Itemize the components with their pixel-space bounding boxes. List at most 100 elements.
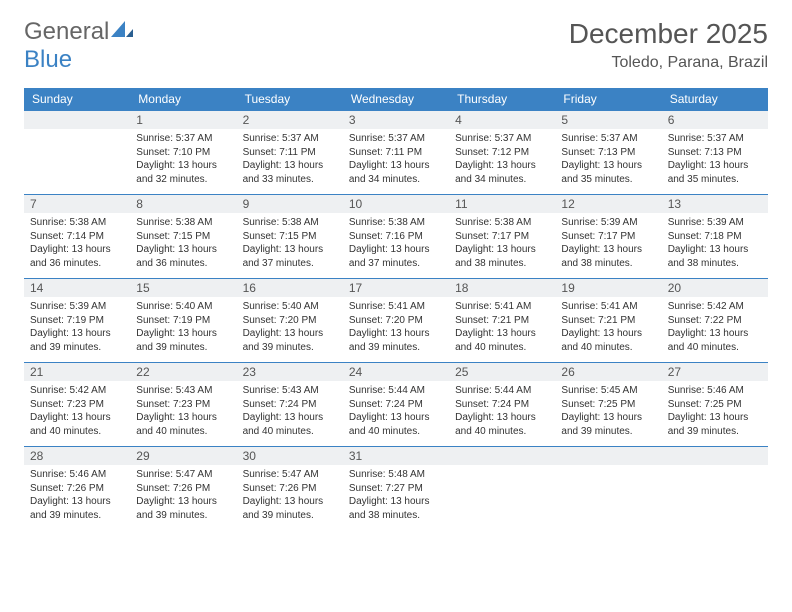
- logo-word-2: Blue: [24, 46, 72, 73]
- day-number: 12: [555, 195, 661, 213]
- day-details: Sunrise: 5:47 AMSunset: 7:26 PMDaylight:…: [237, 465, 343, 530]
- page-title: December 2025: [569, 18, 768, 50]
- day-cell: 5Sunrise: 5:37 AMSunset: 7:13 PMDaylight…: [555, 111, 661, 195]
- day-details: Sunrise: 5:37 AMSunset: 7:12 PMDaylight:…: [449, 129, 555, 194]
- day-number: 14: [24, 279, 130, 297]
- day-details: Sunrise: 5:47 AMSunset: 7:26 PMDaylight:…: [130, 465, 236, 530]
- day-number: 28: [24, 447, 130, 465]
- day-cell: [555, 447, 661, 531]
- day-number: 19: [555, 279, 661, 297]
- day-number: 25: [449, 363, 555, 381]
- day-details: Sunrise: 5:37 AMSunset: 7:10 PMDaylight:…: [130, 129, 236, 194]
- day-number: [555, 447, 661, 465]
- day-number: 13: [662, 195, 768, 213]
- day-number: 9: [237, 195, 343, 213]
- day-number: 7: [24, 195, 130, 213]
- day-details: Sunrise: 5:41 AMSunset: 7:21 PMDaylight:…: [449, 297, 555, 362]
- day-number: 8: [130, 195, 236, 213]
- day-cell: 18Sunrise: 5:41 AMSunset: 7:21 PMDayligh…: [449, 279, 555, 363]
- day-cell: 24Sunrise: 5:44 AMSunset: 7:24 PMDayligh…: [343, 363, 449, 447]
- day-number: 11: [449, 195, 555, 213]
- day-number: 21: [24, 363, 130, 381]
- day-details: Sunrise: 5:48 AMSunset: 7:27 PMDaylight:…: [343, 465, 449, 530]
- day-header: Saturday: [662, 88, 768, 111]
- day-details: Sunrise: 5:45 AMSunset: 7:25 PMDaylight:…: [555, 381, 661, 446]
- day-number: 17: [343, 279, 449, 297]
- day-number: 22: [130, 363, 236, 381]
- day-cell: [24, 111, 130, 195]
- day-details: Sunrise: 5:37 AMSunset: 7:13 PMDaylight:…: [555, 129, 661, 194]
- day-details: Sunrise: 5:38 AMSunset: 7:15 PMDaylight:…: [130, 213, 236, 278]
- week-row: 21Sunrise: 5:42 AMSunset: 7:23 PMDayligh…: [24, 363, 768, 447]
- day-cell: 15Sunrise: 5:40 AMSunset: 7:19 PMDayligh…: [130, 279, 236, 363]
- day-number: 31: [343, 447, 449, 465]
- day-details: Sunrise: 5:41 AMSunset: 7:20 PMDaylight:…: [343, 297, 449, 362]
- day-cell: 10Sunrise: 5:38 AMSunset: 7:16 PMDayligh…: [343, 195, 449, 279]
- day-number: 3: [343, 111, 449, 129]
- day-cell: 25Sunrise: 5:44 AMSunset: 7:24 PMDayligh…: [449, 363, 555, 447]
- day-header: Sunday: [24, 88, 130, 111]
- day-header: Friday: [555, 88, 661, 111]
- day-cell: 9Sunrise: 5:38 AMSunset: 7:15 PMDaylight…: [237, 195, 343, 279]
- day-details: Sunrise: 5:39 AMSunset: 7:18 PMDaylight:…: [662, 213, 768, 278]
- day-cell: 16Sunrise: 5:40 AMSunset: 7:20 PMDayligh…: [237, 279, 343, 363]
- day-details: Sunrise: 5:46 AMSunset: 7:25 PMDaylight:…: [662, 381, 768, 446]
- location-label: Toledo, Parana, Brazil: [569, 54, 768, 72]
- day-details: Sunrise: 5:38 AMSunset: 7:17 PMDaylight:…: [449, 213, 555, 278]
- day-number: 4: [449, 111, 555, 129]
- day-cell: 7Sunrise: 5:38 AMSunset: 7:14 PMDaylight…: [24, 195, 130, 279]
- day-number: 1: [130, 111, 236, 129]
- day-number: 23: [237, 363, 343, 381]
- day-number: 2: [237, 111, 343, 129]
- day-cell: 11Sunrise: 5:38 AMSunset: 7:17 PMDayligh…: [449, 195, 555, 279]
- day-cell: 31Sunrise: 5:48 AMSunset: 7:27 PMDayligh…: [343, 447, 449, 531]
- week-row: 1Sunrise: 5:37 AMSunset: 7:10 PMDaylight…: [24, 111, 768, 195]
- week-row: 7Sunrise: 5:38 AMSunset: 7:14 PMDaylight…: [24, 195, 768, 279]
- day-header-row: SundayMondayTuesdayWednesdayThursdayFrid…: [24, 88, 768, 111]
- day-number: 6: [662, 111, 768, 129]
- day-number: 16: [237, 279, 343, 297]
- day-cell: 14Sunrise: 5:39 AMSunset: 7:19 PMDayligh…: [24, 279, 130, 363]
- day-details: Sunrise: 5:37 AMSunset: 7:11 PMDaylight:…: [237, 129, 343, 194]
- logo-text: General Blue: [24, 18, 133, 74]
- day-number: 15: [130, 279, 236, 297]
- day-cell: 26Sunrise: 5:45 AMSunset: 7:25 PMDayligh…: [555, 363, 661, 447]
- day-number: 27: [662, 363, 768, 381]
- day-number: 20: [662, 279, 768, 297]
- day-number: [662, 447, 768, 465]
- day-cell: 13Sunrise: 5:39 AMSunset: 7:18 PMDayligh…: [662, 195, 768, 279]
- day-cell: 28Sunrise: 5:46 AMSunset: 7:26 PMDayligh…: [24, 447, 130, 531]
- day-cell: 6Sunrise: 5:37 AMSunset: 7:13 PMDaylight…: [662, 111, 768, 195]
- day-details: Sunrise: 5:44 AMSunset: 7:24 PMDaylight:…: [449, 381, 555, 446]
- day-number: 5: [555, 111, 661, 129]
- day-cell: 17Sunrise: 5:41 AMSunset: 7:20 PMDayligh…: [343, 279, 449, 363]
- day-details: Sunrise: 5:39 AMSunset: 7:19 PMDaylight:…: [24, 297, 130, 362]
- day-cell: 3Sunrise: 5:37 AMSunset: 7:11 PMDaylight…: [343, 111, 449, 195]
- day-cell: 20Sunrise: 5:42 AMSunset: 7:22 PMDayligh…: [662, 279, 768, 363]
- day-cell: 29Sunrise: 5:47 AMSunset: 7:26 PMDayligh…: [130, 447, 236, 531]
- day-details: Sunrise: 5:42 AMSunset: 7:23 PMDaylight:…: [24, 381, 130, 446]
- day-number: 30: [237, 447, 343, 465]
- calendar-table: SundayMondayTuesdayWednesdayThursdayFrid…: [24, 88, 768, 530]
- day-header: Wednesday: [343, 88, 449, 111]
- title-block: December 2025 Toledo, Parana, Brazil: [569, 18, 768, 72]
- day-details: Sunrise: 5:38 AMSunset: 7:16 PMDaylight:…: [343, 213, 449, 278]
- day-details: Sunrise: 5:37 AMSunset: 7:13 PMDaylight:…: [662, 129, 768, 194]
- day-cell: 21Sunrise: 5:42 AMSunset: 7:23 PMDayligh…: [24, 363, 130, 447]
- logo: General Blue: [24, 18, 133, 74]
- day-header: Monday: [130, 88, 236, 111]
- day-number: 18: [449, 279, 555, 297]
- day-number: 26: [555, 363, 661, 381]
- day-number: [449, 447, 555, 465]
- day-details: Sunrise: 5:37 AMSunset: 7:11 PMDaylight:…: [343, 129, 449, 194]
- day-cell: [449, 447, 555, 531]
- day-details: Sunrise: 5:38 AMSunset: 7:14 PMDaylight:…: [24, 213, 130, 278]
- week-row: 28Sunrise: 5:46 AMSunset: 7:26 PMDayligh…: [24, 447, 768, 531]
- day-details: Sunrise: 5:38 AMSunset: 7:15 PMDaylight:…: [237, 213, 343, 278]
- day-cell: [662, 447, 768, 531]
- day-details: Sunrise: 5:40 AMSunset: 7:20 PMDaylight:…: [237, 297, 343, 362]
- day-details: Sunrise: 5:46 AMSunset: 7:26 PMDaylight:…: [24, 465, 130, 530]
- day-number: 24: [343, 363, 449, 381]
- day-details: Sunrise: 5:42 AMSunset: 7:22 PMDaylight:…: [662, 297, 768, 362]
- day-cell: 30Sunrise: 5:47 AMSunset: 7:26 PMDayligh…: [237, 447, 343, 531]
